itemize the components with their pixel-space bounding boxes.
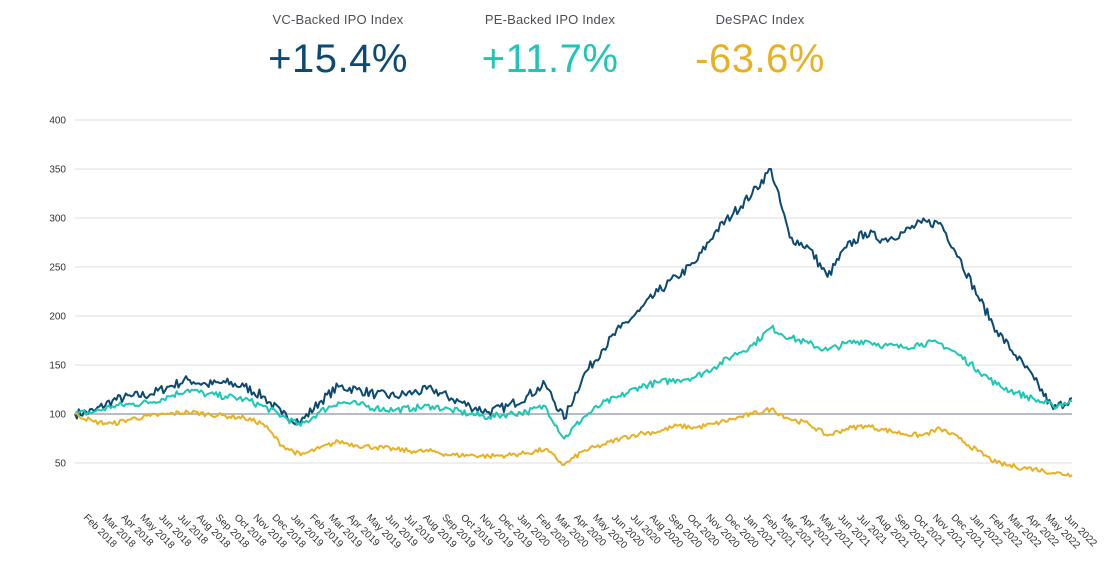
- y-tick-label: 300: [49, 214, 66, 225]
- kpi-despac: DeSPAC Index -63.6%: [650, 12, 870, 82]
- kpi-vc-label: VC-Backed IPO Index: [272, 12, 404, 27]
- series-line-vc: [74, 168, 1073, 426]
- kpi-vc-value: +15.4%: [268, 37, 408, 81]
- kpi-row: VC-Backed IPO Index +15.4% PE-Backed IPO…: [0, 0, 1120, 100]
- y-tick-label: 150: [49, 361, 66, 372]
- kpi-de-value: -63.6%: [695, 37, 825, 81]
- y-tick-label: 400: [49, 116, 66, 127]
- series-lines: [74, 168, 1073, 478]
- kpi-vc-backed: VC-Backed IPO Index +15.4%: [228, 12, 448, 82]
- kpi-de-label: DeSPAC Index: [715, 12, 805, 27]
- y-tick-label: 250: [49, 263, 66, 274]
- series-line-despac: [74, 407, 1073, 478]
- kpi-pe-backed: PE-Backed IPO Index +11.7%: [440, 12, 660, 82]
- y-tick-label: 350: [49, 165, 66, 176]
- gridlines: [75, 119, 1072, 464]
- y-tick-label: 100: [49, 410, 66, 421]
- series-line-pe: [74, 324, 1073, 440]
- kpi-pe-value: +11.7%: [481, 37, 619, 81]
- kpi-pe-label: PE-Backed IPO Index: [484, 12, 616, 27]
- y-tick-label: 50: [55, 459, 67, 470]
- y-tick-label: 200: [49, 312, 66, 323]
- y-axis-ticks: 50 100 150 200 250 300 350 400: [49, 116, 66, 470]
